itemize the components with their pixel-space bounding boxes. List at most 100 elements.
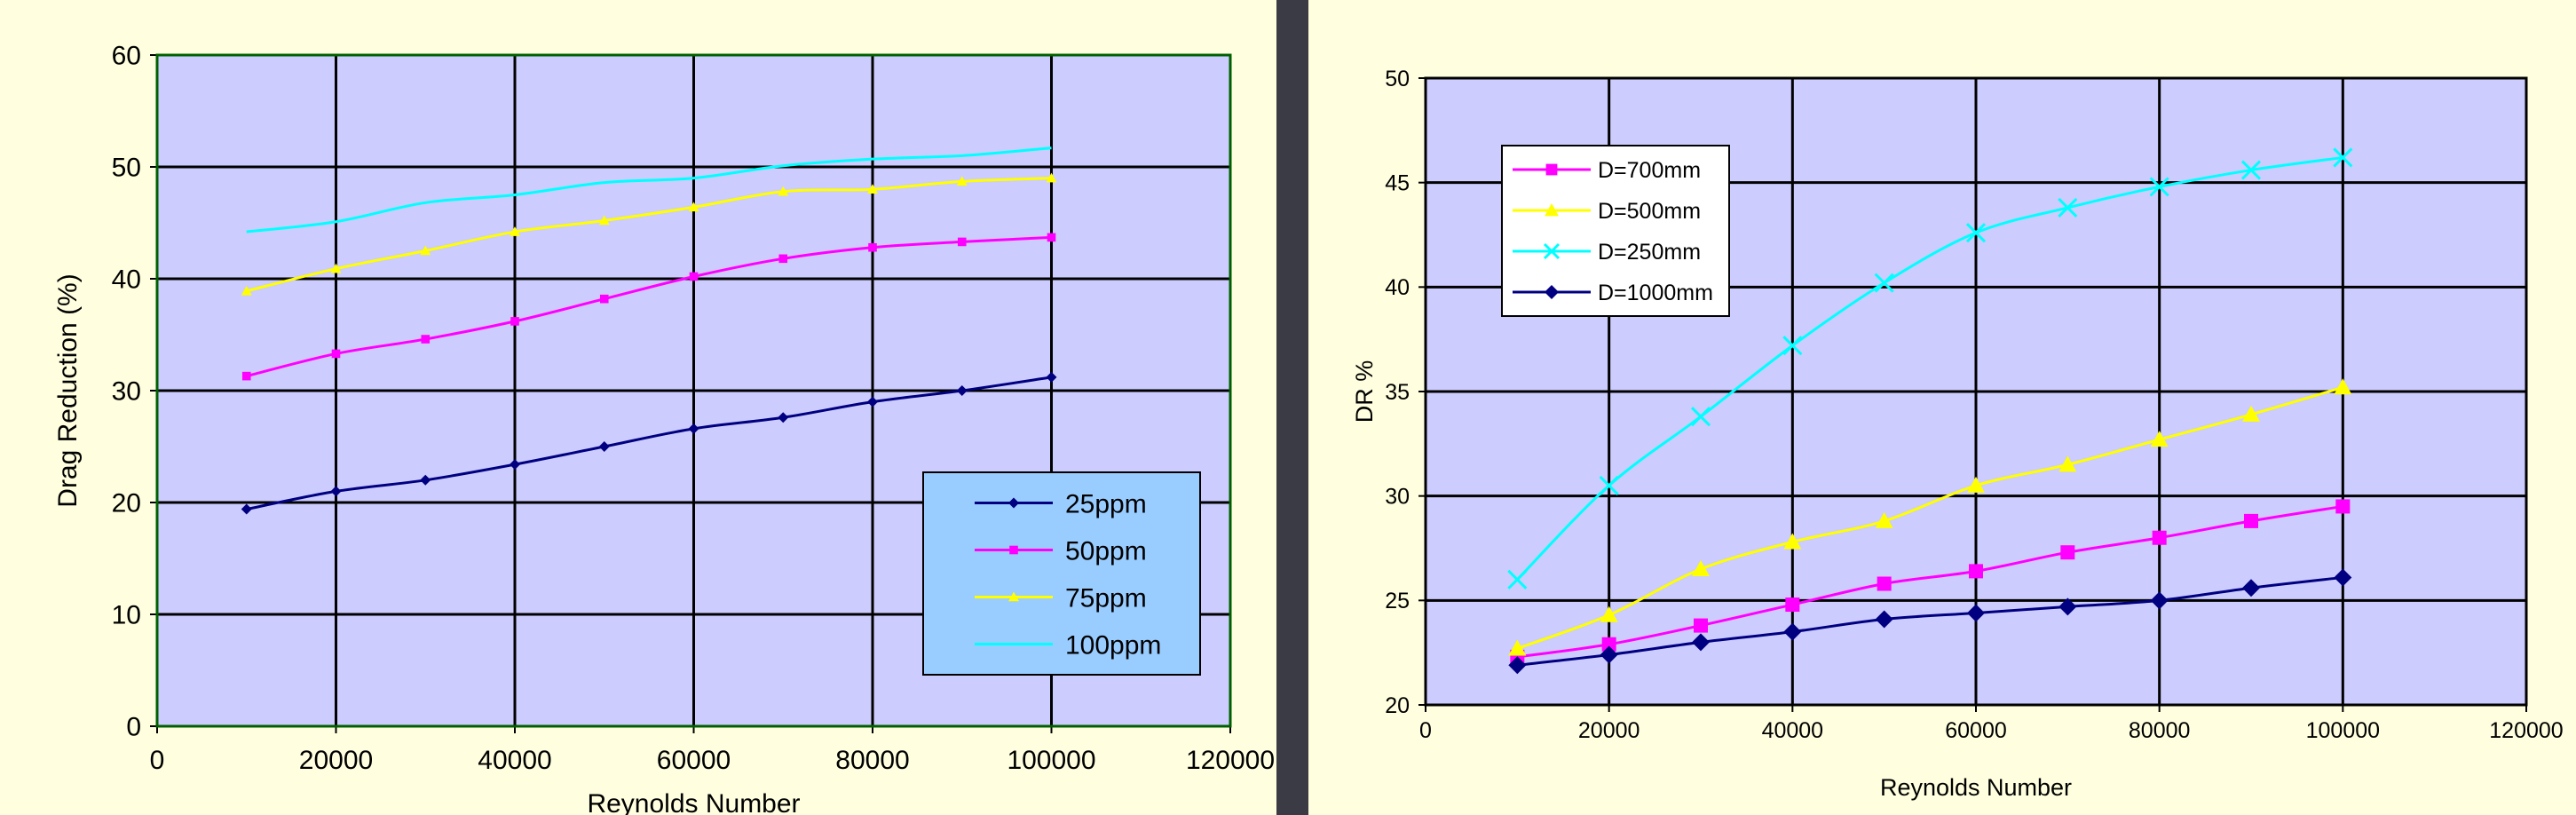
data-point-25ppm (688, 423, 699, 434)
data-point-d-700mm (2152, 530, 2167, 545)
data-point-d-250mm (1874, 273, 1894, 293)
data-point-75ppm (420, 245, 431, 256)
data-point-d-500mm (2150, 431, 2169, 447)
y-axis-title: DR % (1351, 360, 1378, 423)
x-tick-label: 120000 (2489, 718, 2563, 743)
data-point-d-1000mm (1967, 604, 1985, 622)
legend-label-50ppm: 50ppm (1065, 536, 1147, 566)
y-tick-label: 40 (112, 265, 141, 295)
data-point-50ppm (1047, 233, 1056, 242)
data-point-d-1000mm (1692, 633, 1710, 652)
x-axis-title: Reynolds Number (1880, 774, 2072, 801)
data-point-75ppm (867, 184, 878, 194)
x-tick-label: 40000 (1762, 718, 1824, 743)
data-point-d-1000mm (2058, 597, 2077, 616)
x-tick-label: 0 (150, 746, 165, 775)
y-axis-title: Drag Reduction (%) (53, 273, 83, 507)
legend-marker-d-250mm (1543, 242, 1561, 260)
legend-label-100ppm: 100ppm (1065, 630, 1161, 660)
data-point-75ppm (598, 215, 610, 226)
legend-marker-50ppm (1009, 545, 1018, 555)
data-point-75ppm (688, 202, 699, 212)
data-point-25ppm (330, 486, 342, 497)
legend-marker-75ppm (1008, 591, 1019, 602)
data-point-d-1000mm (1783, 622, 1802, 641)
y-tick-label: 20 (112, 489, 141, 518)
data-point-d-500mm (1783, 533, 1802, 550)
data-point-75ppm (241, 285, 252, 296)
data-point-25ppm (598, 441, 610, 452)
y-tick-label: 20 (1385, 693, 1410, 718)
data-point-d-700mm (1877, 576, 1892, 591)
y-tick-label: 40 (1385, 275, 1410, 300)
data-point-50ppm (868, 242, 877, 252)
series-line-d-500mm (1516, 385, 2343, 650)
data-point-50ppm (331, 349, 341, 359)
x-tick-label: 0 (1419, 718, 1432, 743)
data-point-75ppm (1046, 172, 1057, 183)
data-point-25ppm (956, 385, 968, 396)
right-chart-panel: 0 20000 40000 60000 80000 100000 120000 20 25 30 3… (1308, 0, 2576, 815)
data-point-50ppm (778, 254, 788, 264)
y-tick-label: 50 (1385, 67, 1410, 91)
data-point-25ppm (420, 474, 431, 486)
legend-label-d-500mm: D=500mm (1598, 199, 1701, 224)
data-point-d-700mm (1785, 597, 1800, 613)
data-point-75ppm (510, 226, 520, 236)
x-tick-label: 60000 (657, 746, 731, 775)
data-point-25ppm (1046, 371, 1057, 383)
data-point-d-1000mm (1875, 610, 1893, 629)
legend-label-75ppm: 75ppm (1065, 583, 1147, 613)
data-point-d-1000mm (2150, 591, 2169, 610)
data-point-d-250mm (2149, 177, 2169, 197)
data-point-25ppm (778, 412, 789, 423)
data-point-d-500mm (2334, 378, 2352, 395)
data-point-d-1000mm (2334, 568, 2352, 587)
data-point-75ppm (956, 176, 968, 186)
data-point-d-250mm (1782, 336, 1803, 356)
legend-box (922, 471, 1201, 676)
data-point-d-500mm (1967, 476, 1985, 493)
plot-border (1424, 76, 2528, 707)
data-point-d-700mm (2244, 513, 2258, 528)
y-tick-label: 0 (126, 713, 141, 742)
data-point-d-700mm (1694, 618, 1708, 633)
plot-border (155, 53, 1232, 728)
data-point-d-500mm (1875, 511, 1893, 528)
legend-label-d-700mm: D=700mm (1598, 158, 1701, 183)
series-line-50ppm (246, 235, 1052, 378)
y-tick-label: 30 (112, 377, 141, 407)
series-line-25ppm (246, 376, 1052, 511)
series-line-100ppm (246, 146, 1052, 233)
y-tick-label: 35 (1385, 380, 1410, 405)
data-point-d-700mm (2060, 545, 2075, 560)
y-tick-label: 45 (1385, 170, 1410, 195)
x-tick-label: 100000 (1007, 746, 1095, 775)
data-point-d-250mm (1965, 223, 1987, 243)
data-point-d-500mm (2058, 455, 2077, 472)
x-tick-label: 80000 (2129, 718, 2191, 743)
legend-marker-d-700mm (1545, 163, 1558, 176)
legend-marker-d-500mm (1545, 203, 1559, 217)
data-point-d-250mm (2058, 197, 2078, 218)
dr-percent-chart: 0 20000 40000 60000 80000 100000 120000 20 25 30 3… (1351, 67, 2564, 801)
drag-reduction-chart: 0 20000 40000 60000 80000 100000 120000 0 10 20 30… (53, 42, 1275, 815)
data-point-d-250mm (1507, 569, 1528, 589)
data-point-d-700mm (1601, 637, 1616, 652)
series-line-d-700mm (1517, 504, 2343, 659)
left-chart-panel: 0 20000 40000 60000 80000 100000 120000 0 10 20 30… (0, 0, 1276, 815)
data-point-d-500mm (1508, 639, 1527, 656)
series-line-d-1000mm (1517, 575, 2343, 667)
data-point-25ppm (510, 459, 520, 471)
data-point-d-250mm (2240, 160, 2262, 180)
data-point-d-250mm (1599, 475, 1619, 495)
x-tick-label: 100000 (2306, 718, 2380, 743)
data-point-d-250mm (2333, 147, 2353, 168)
data-point-25ppm (867, 396, 878, 408)
data-point-d-1000mm (1600, 645, 1618, 664)
data-point-d-700mm (1969, 564, 1983, 579)
y-tick-label: 50 (112, 154, 141, 183)
data-point-25ppm (241, 503, 252, 515)
legend-box (1501, 145, 1730, 317)
data-point-50ppm (957, 237, 967, 247)
